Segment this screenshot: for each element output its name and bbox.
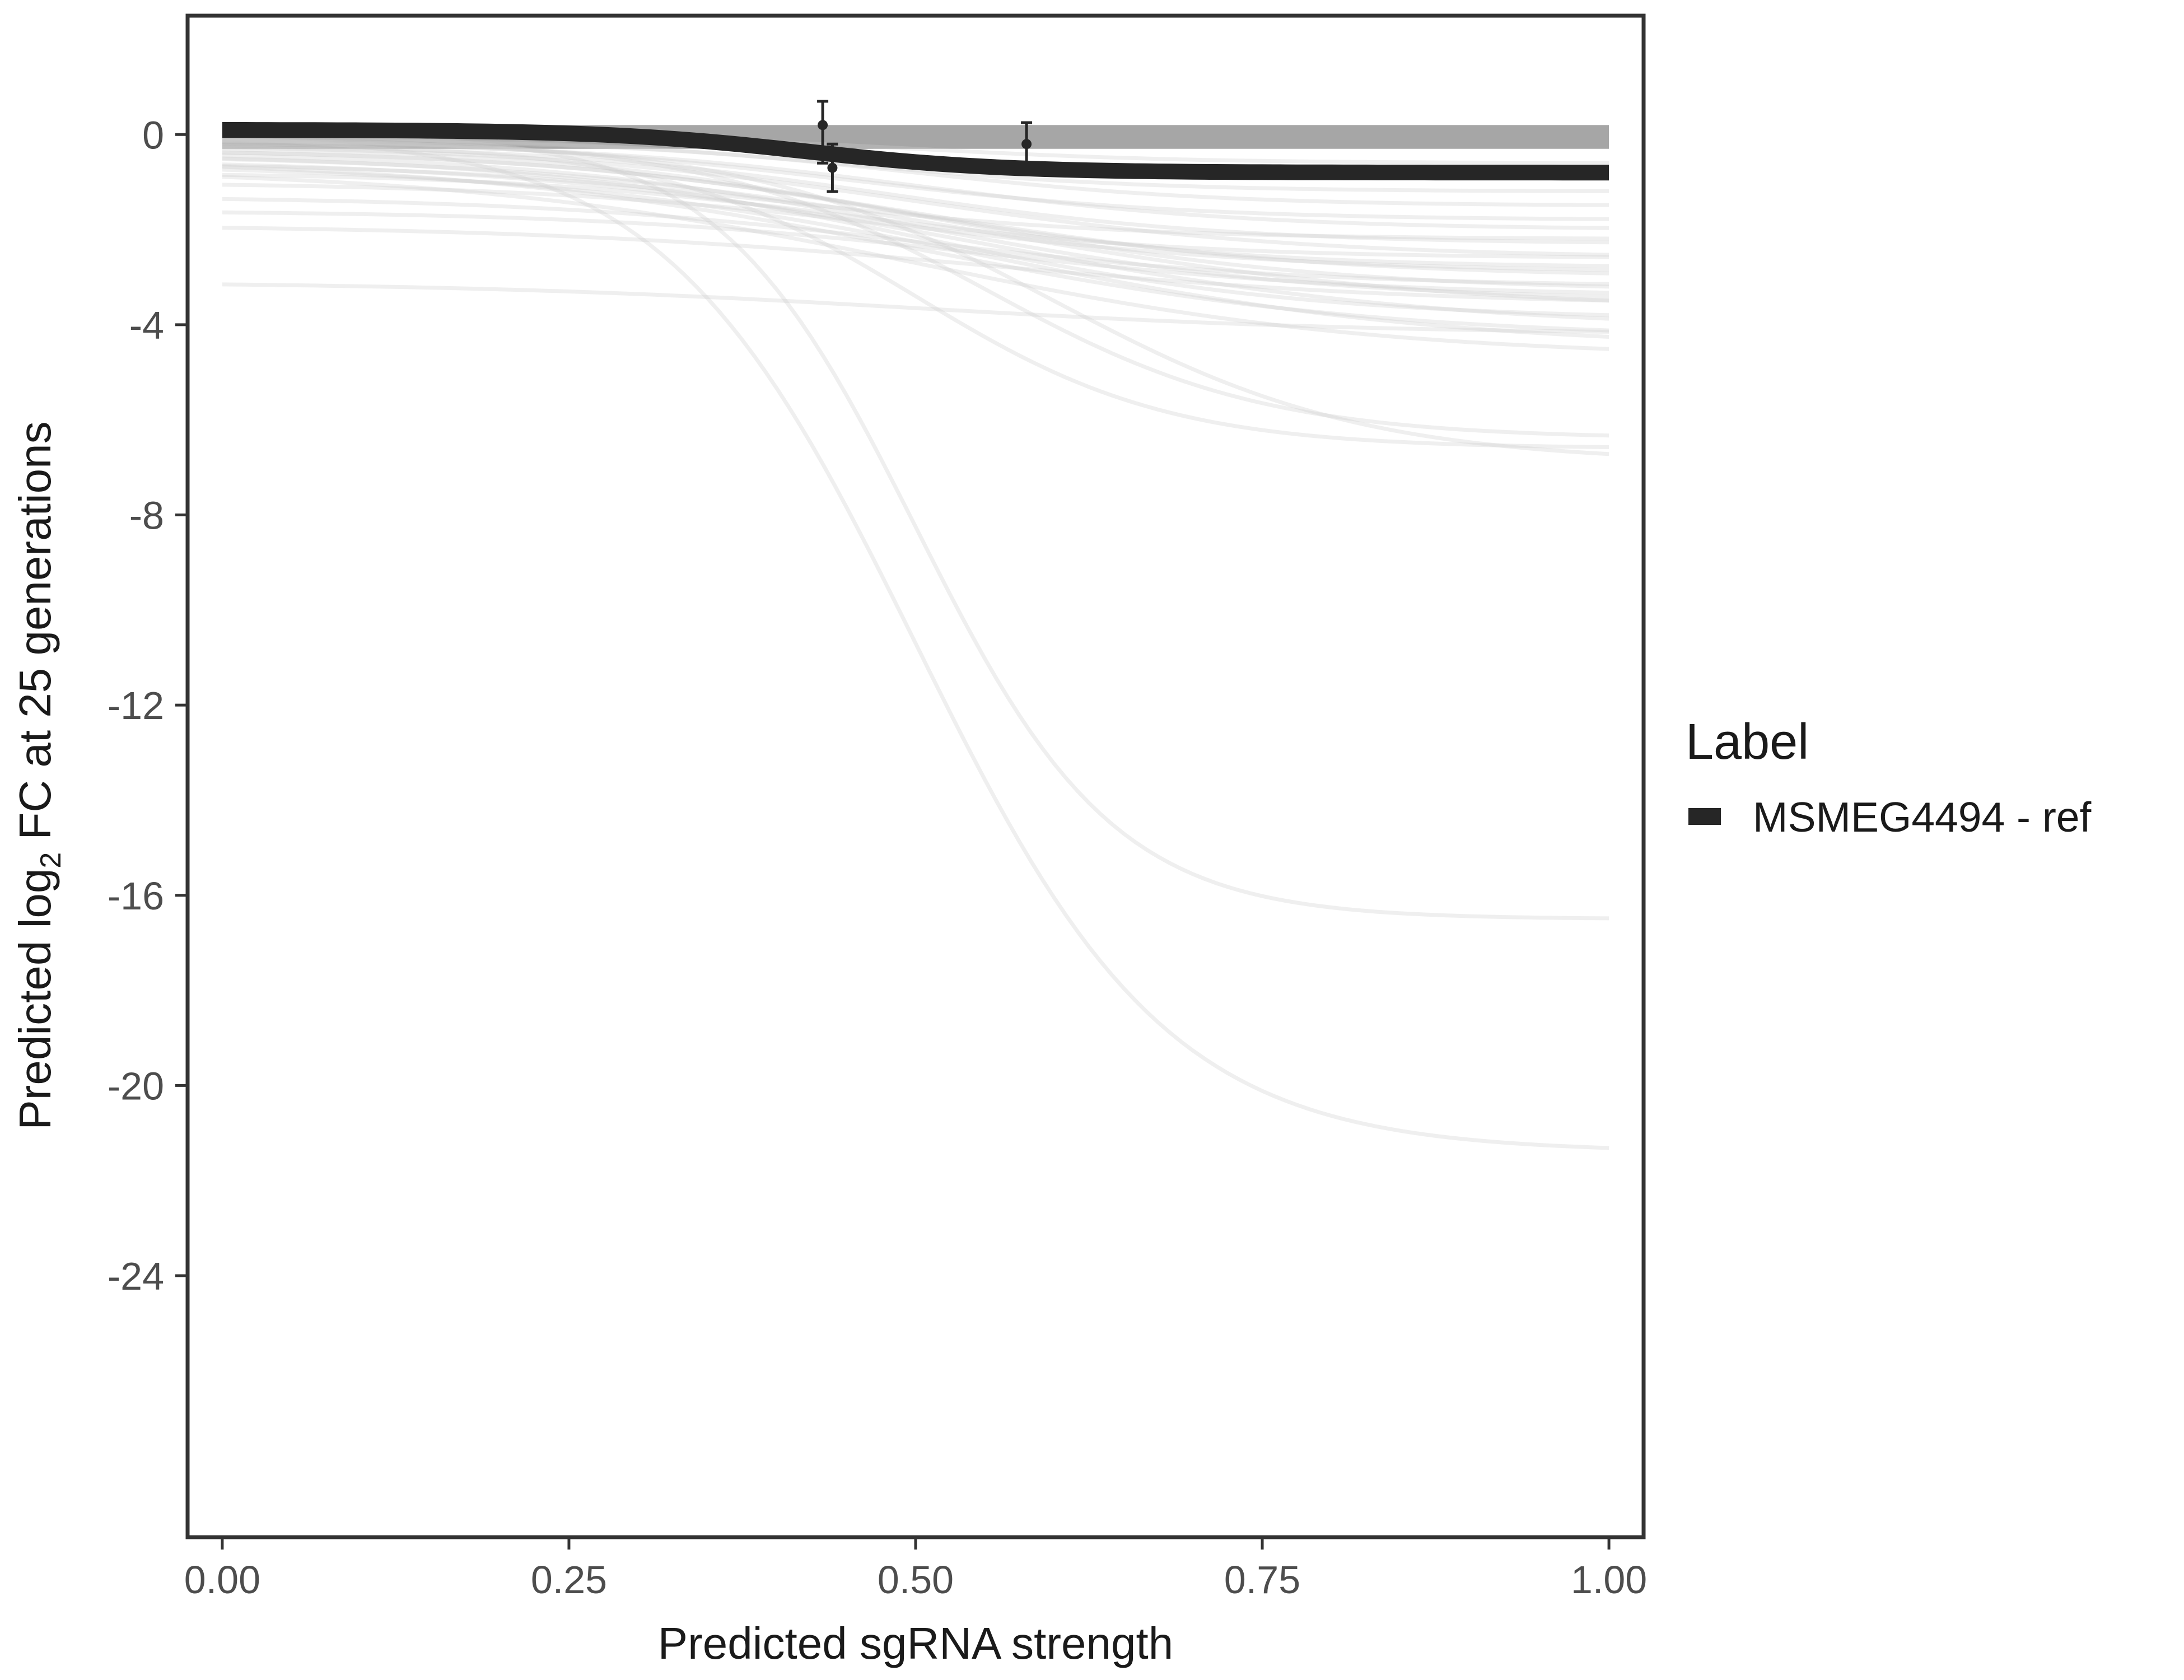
background-curve-23	[222, 226, 1609, 303]
background-curve-12	[222, 157, 1609, 303]
plot-border	[185, 13, 1646, 1539]
legend-label-msmeg4494: MSMEG4494 - ref	[1753, 794, 2092, 841]
y-tick-label-3: -12	[108, 684, 164, 727]
legend-key-msmeg4494	[1688, 808, 1721, 825]
x-tick-label-1: 0.25	[531, 1558, 607, 1602]
background-curves	[222, 133, 1609, 1150]
background-curve-4	[222, 139, 1609, 221]
background-curve-18	[222, 164, 1609, 241]
x-axis: 0.00 0.25 0.50 0.75 1.00	[184, 1539, 1647, 1602]
background-curve-27	[222, 138, 1609, 456]
highlight-series-line	[222, 122, 1609, 181]
background-curve-13	[222, 156, 1609, 318]
background-curve-20	[222, 183, 1609, 272]
y-tick-label-6: -24	[108, 1254, 164, 1298]
background-curve-28	[222, 133, 1609, 921]
legend: Label MSMEG4494 - ref	[1686, 714, 2092, 841]
y-tick-label-1: -4	[129, 304, 164, 347]
x-tick-label-0: 0.00	[184, 1558, 260, 1602]
background-curve-11	[222, 153, 1609, 299]
background-curve-8	[222, 147, 1609, 268]
background-curve-26	[222, 143, 1609, 449]
background-curve-5	[222, 141, 1609, 230]
data-point-1	[827, 142, 838, 193]
data-point-2	[1021, 121, 1033, 170]
background-curve-16	[222, 167, 1609, 339]
y-tick-label-4: -16	[108, 874, 164, 918]
background-curve-3	[222, 138, 1609, 207]
background-curve-2	[222, 136, 1609, 193]
y-axis-title-main: Predicted log	[10, 869, 60, 1130]
x-tick-label-4: 1.00	[1571, 1558, 1647, 1602]
background-curve-15	[222, 165, 1609, 333]
background-curve-14	[222, 162, 1609, 321]
data-points	[817, 100, 1033, 193]
y-axis-title-subscript: 2	[35, 852, 67, 869]
x-axis-title: Predicted sgRNA strength	[658, 1618, 1173, 1668]
y-tick-label-2: -8	[129, 494, 164, 538]
background-curve-21	[222, 197, 1609, 286]
plot-area	[222, 100, 1609, 1150]
data-point-0	[817, 100, 829, 165]
y-axis-title: Predicted log2 FC at 25 generations	[10, 421, 67, 1130]
legend-title: Label	[1686, 714, 1809, 770]
y-tick-label-0: 0	[142, 113, 164, 157]
background-curve-6	[222, 144, 1609, 245]
background-curve-22	[222, 210, 1609, 295]
y-tick-label-5: -20	[108, 1064, 164, 1108]
background-curve-24	[222, 282, 1609, 334]
y-axis: 0 -4 -8 -12 -16 -20 -24	[108, 113, 186, 1298]
background-curve-29	[222, 137, 1609, 1150]
y-axis-title-rest: FC at 25 generations	[10, 421, 60, 852]
x-tick-label-3: 0.75	[1224, 1558, 1300, 1602]
background-curve-9	[222, 151, 1609, 276]
background-curve-25	[222, 138, 1609, 438]
x-tick-label-2: 0.50	[878, 1558, 954, 1602]
background-curve-17	[222, 175, 1609, 351]
background-curve-10	[222, 150, 1609, 289]
background-curve-19	[222, 172, 1609, 259]
background-curve-7	[222, 145, 1609, 257]
